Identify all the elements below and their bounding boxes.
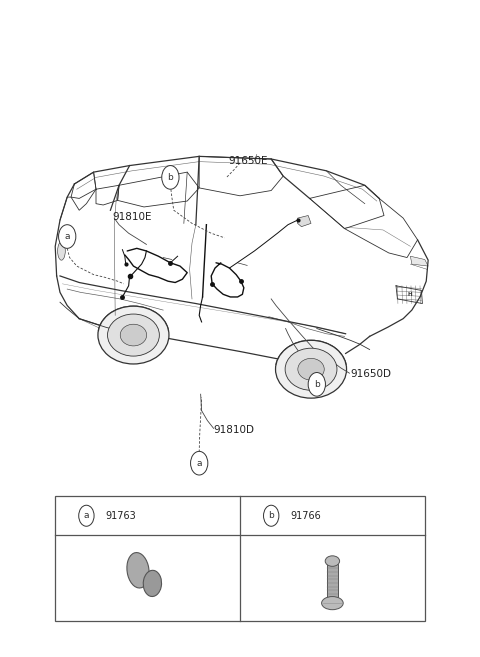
Ellipse shape	[298, 359, 324, 380]
Circle shape	[264, 505, 279, 526]
Text: H: H	[407, 292, 412, 297]
Ellipse shape	[325, 556, 339, 566]
Ellipse shape	[58, 242, 65, 260]
Ellipse shape	[322, 597, 343, 610]
FancyBboxPatch shape	[55, 496, 425, 621]
Text: 91763: 91763	[106, 510, 136, 521]
Polygon shape	[410, 256, 428, 266]
Text: b: b	[314, 380, 320, 389]
Circle shape	[308, 373, 325, 396]
Ellipse shape	[108, 314, 159, 356]
Text: 91650D: 91650D	[350, 369, 391, 380]
Text: 91766: 91766	[290, 510, 321, 521]
Text: a: a	[196, 459, 202, 468]
Text: b: b	[168, 173, 173, 182]
Ellipse shape	[127, 553, 149, 588]
Circle shape	[191, 451, 208, 475]
Text: a: a	[84, 511, 89, 520]
Ellipse shape	[143, 570, 162, 597]
Ellipse shape	[120, 324, 147, 346]
FancyBboxPatch shape	[326, 564, 338, 603]
Circle shape	[79, 505, 94, 526]
Circle shape	[59, 225, 76, 248]
Text: b: b	[268, 511, 274, 520]
Text: 91810E: 91810E	[113, 212, 152, 222]
Ellipse shape	[276, 340, 347, 398]
Text: 91810D: 91810D	[214, 425, 254, 436]
Ellipse shape	[98, 306, 169, 364]
Polygon shape	[298, 215, 311, 227]
Circle shape	[162, 166, 179, 189]
Text: 91650E: 91650E	[228, 156, 267, 166]
Ellipse shape	[285, 348, 337, 390]
Text: a: a	[64, 232, 70, 241]
